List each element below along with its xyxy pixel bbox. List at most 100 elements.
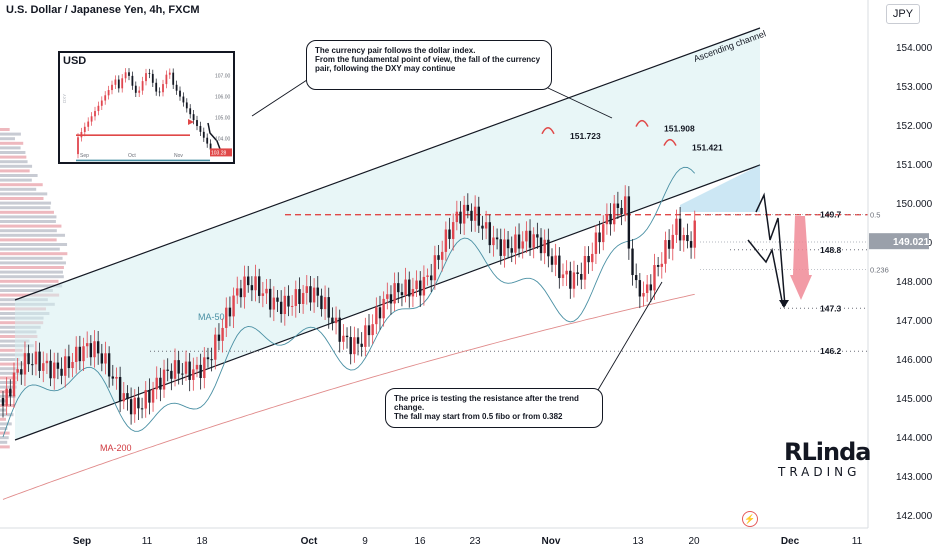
- y-tick-label: 145.000: [896, 394, 932, 405]
- dxy-inset: USD 107.00 106.00 105.00 104.00 103.28 Sep Oct…: [58, 51, 235, 164]
- candle-body: [82, 346, 85, 362]
- candle-body: [27, 353, 30, 365]
- candle-body: [605, 213, 609, 225]
- candle-body: [514, 234, 517, 253]
- candle-body: [217, 334, 221, 341]
- inset-candle-body: [114, 79, 117, 85]
- inset-candle-body: [138, 90, 141, 93]
- candle-body: [353, 337, 356, 355]
- candle-body: [53, 362, 56, 379]
- inset-candle-body: [128, 72, 130, 76]
- candle-body: [42, 363, 45, 371]
- candle-body: [247, 276, 250, 286]
- y-tick-label: 150.000: [896, 199, 932, 210]
- candle-body: [580, 273, 583, 280]
- candle-body: [38, 351, 41, 371]
- currency-button[interactable]: JPY: [886, 4, 920, 24]
- profile-bar: [0, 436, 9, 440]
- candle-body: [558, 255, 561, 279]
- y-tick-label: 148.000: [896, 277, 932, 288]
- inset-candle-body: [202, 131, 205, 138]
- candle-body: [338, 317, 341, 342]
- candle-body: [1, 398, 5, 406]
- candle-body: [170, 370, 173, 379]
- candle-body: [301, 292, 305, 304]
- candle-body: [85, 343, 89, 347]
- current-price-label: 149.021: [893, 237, 930, 248]
- flash-icon[interactable]: ⚡: [742, 511, 758, 527]
- inset-x-label: Oct: [128, 153, 136, 159]
- profile-bar: [0, 261, 66, 265]
- y-tick-label: 146.000: [896, 355, 932, 366]
- candle-body: [64, 356, 67, 376]
- level-label: 146.2: [820, 346, 842, 356]
- callout-bottom-pointer: [597, 281, 663, 391]
- inset-y-label: 105.00: [215, 115, 231, 121]
- candle-body: [528, 230, 532, 248]
- profile-bar: [0, 381, 17, 384]
- logo-bottom-text: TRADING: [778, 465, 861, 479]
- inset-candle-body: [131, 75, 134, 86]
- candle-body: [547, 239, 550, 257]
- peak-arc: [635, 119, 649, 127]
- candle-body: [572, 272, 576, 289]
- candle-body: [448, 229, 451, 239]
- forecast-path-lower: [747, 239, 784, 307]
- candle-body: [400, 292, 404, 296]
- inset-candle-body: [94, 111, 96, 117]
- candle-body: [309, 286, 312, 303]
- logo-top-text: RLinda: [784, 438, 871, 466]
- ma50-line: [2, 166, 696, 438]
- candle-body: [312, 287, 316, 303]
- x-tick-label: 16: [414, 536, 426, 547]
- inset-candle-body: [107, 90, 110, 96]
- callout-top-text: The currency pair follows the dollar ind…: [315, 46, 541, 73]
- candle-body: [451, 222, 455, 239]
- candle-body: [294, 289, 297, 306]
- y-tick-label: 152.000: [896, 121, 932, 132]
- inset-candle-body: [185, 102, 188, 109]
- candle-body: [133, 397, 136, 415]
- candle-body: [426, 275, 429, 277]
- candle-body: [290, 305, 294, 307]
- candle-body: [495, 237, 499, 240]
- candle-body: [49, 360, 52, 379]
- candle-body: [371, 324, 374, 336]
- profile-bar: [0, 151, 26, 154]
- candle-body: [122, 393, 125, 402]
- candle-body: [78, 346, 82, 362]
- candle-body: [689, 241, 693, 248]
- candle-body: [404, 279, 407, 296]
- y-tick-label: 153.000: [896, 82, 932, 93]
- candle-body: [624, 196, 627, 215]
- candle-body: [576, 272, 579, 274]
- candle-body: [653, 265, 656, 291]
- inset-candle-body: [77, 137, 79, 155]
- profile-bar: [0, 243, 68, 246]
- profile-bar: [0, 252, 68, 256]
- inset-candle-body: [141, 81, 144, 91]
- inset-candle-body: [182, 96, 185, 103]
- candle-body: [517, 234, 521, 249]
- inset-candle-body: [179, 90, 181, 97]
- candle-body: [587, 255, 590, 263]
- symbol-title: U.S. Dollar / Japanese Yen, 4h, FXCM: [6, 4, 200, 16]
- profile-bar: [0, 385, 17, 389]
- x-tick-label: 18: [196, 536, 208, 547]
- candle-body: [660, 263, 663, 267]
- profile-bar: [0, 270, 63, 274]
- level-label: 149.7: [820, 210, 842, 220]
- candle-body: [279, 301, 283, 315]
- y-tick-label: 147.000: [896, 316, 932, 327]
- candle-body: [261, 293, 265, 296]
- profile-bar: [0, 220, 56, 223]
- profile-bar: [0, 427, 8, 430]
- candle-body: [305, 286, 308, 293]
- candle-body: [686, 235, 689, 242]
- profile-bar: [0, 174, 38, 177]
- overlay-drawings: 151.723 151.908 151.421: [251, 77, 812, 391]
- candle-body: [386, 294, 389, 299]
- inset-candle-body: [196, 120, 198, 126]
- inset-x-label: Nov: [174, 153, 183, 159]
